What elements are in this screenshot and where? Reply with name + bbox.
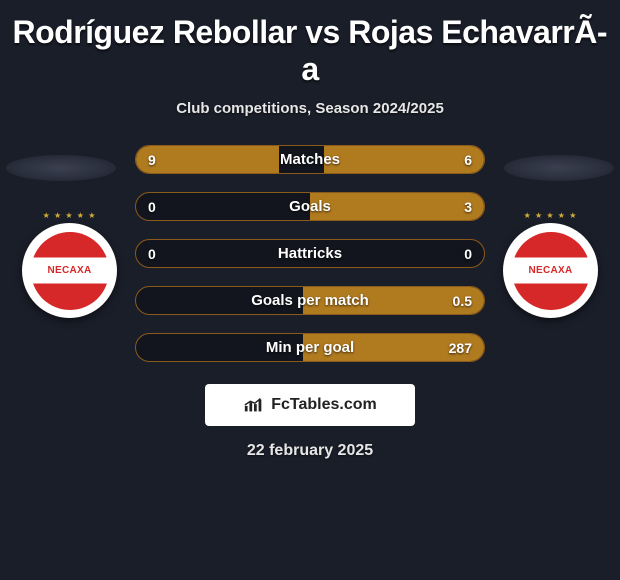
left-team-logo: ★ ★ ★ ★ ★ NECAXA [22,223,117,318]
right-team-logo: ★ ★ ★ ★ ★ NECAXA [503,223,598,318]
stat-label: Goals per match [136,292,484,309]
stat-row: 0Goals3 [135,192,485,221]
right-value: 6 [464,152,472,168]
brand-text: FcTables.com [271,396,377,414]
stat-row: 0Hattricks0 [135,239,485,268]
right-team-name: NECAXA [526,264,574,277]
subtitle: Club competitions, Season 2024/2025 [0,90,620,135]
left-team-name: NECAXA [45,264,93,277]
stat-bars: 9Matches60Goals30Hattricks0Goals per mat… [135,135,485,362]
stat-label: Min per goal [136,339,484,356]
right-value: 0 [464,246,472,262]
stat-label: Hattricks [136,245,484,262]
comparison-arena: ★ ★ ★ ★ ★ NECAXA ★ ★ ★ ★ ★ NECAXA 9Match… [0,135,620,362]
right-shadow [504,155,614,181]
stat-row: 9Matches6 [135,145,485,174]
chart-icon [243,396,265,414]
page-title: Rodríguez Rebollar vs Rojas EchavarrÃ­a [0,0,620,90]
left-team-badge: NECAXA [31,232,109,310]
stat-row: Min per goal287 [135,333,485,362]
right-value: 287 [449,340,472,356]
stat-row: Goals per match0.5 [135,286,485,315]
star-icon: ★ ★ ★ ★ ★ [503,211,598,220]
right-team-badge: NECAXA [512,232,590,310]
stat-label: Matches [136,151,484,168]
star-icon: ★ ★ ★ ★ ★ [22,211,117,220]
left-shadow [6,155,116,181]
right-value: 0.5 [453,293,472,309]
date-text: 22 february 2025 [0,426,620,460]
right-value: 3 [464,199,472,215]
stat-label: Goals [136,198,484,215]
brand-box: FcTables.com [205,384,415,426]
